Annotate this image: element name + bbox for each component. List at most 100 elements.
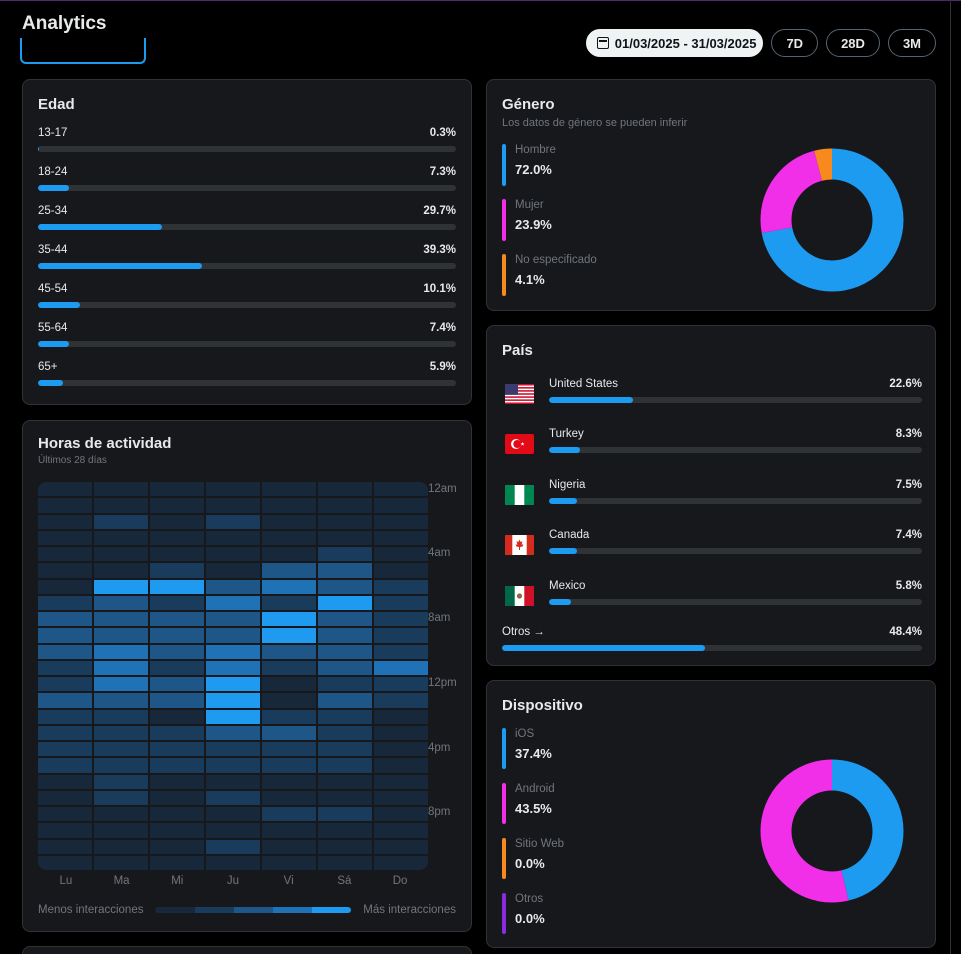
- heatmap-cell[interactable]: [206, 807, 260, 822]
- heatmap-cell[interactable]: [262, 579, 316, 594]
- heatmap-cell[interactable]: [318, 644, 372, 659]
- heatmap-cell[interactable]: [262, 790, 316, 805]
- heatmap-cell[interactable]: [150, 579, 204, 594]
- heatmap-cell[interactable]: [150, 807, 204, 822]
- heatmap-cell[interactable]: [94, 628, 148, 643]
- heatmap-cell[interactable]: [38, 530, 92, 545]
- heatmap-cell[interactable]: [318, 758, 372, 773]
- heatmap-cell[interactable]: [206, 693, 260, 708]
- heatmap-cell[interactable]: [38, 855, 92, 870]
- heatmap-cell[interactable]: [318, 612, 372, 627]
- heatmap-cell[interactable]: [318, 514, 372, 529]
- heatmap-cell[interactable]: [262, 660, 316, 675]
- heatmap-cell[interactable]: [38, 807, 92, 822]
- heatmap-cell[interactable]: [374, 742, 428, 757]
- heatmap-cell[interactable]: [150, 725, 204, 740]
- heatmap-cell[interactable]: [262, 725, 316, 740]
- heatmap-cell[interactable]: [206, 725, 260, 740]
- heatmap-cell[interactable]: [374, 774, 428, 789]
- heatmap-cell[interactable]: [262, 742, 316, 757]
- heatmap-cell[interactable]: [150, 563, 204, 578]
- heatmap-cell[interactable]: [318, 774, 372, 789]
- heatmap-cell[interactable]: [150, 628, 204, 643]
- heatmap-cell[interactable]: [206, 628, 260, 643]
- heatmap-cell[interactable]: [262, 839, 316, 854]
- range-3m-button[interactable]: 3M: [887, 29, 936, 57]
- heatmap-cell[interactable]: [262, 498, 316, 513]
- heatmap-cell[interactable]: [150, 758, 204, 773]
- heatmap-cell[interactable]: [206, 595, 260, 610]
- heatmap-cell[interactable]: [94, 547, 148, 562]
- heatmap-cell[interactable]: [374, 514, 428, 529]
- heatmap-cell[interactable]: [150, 498, 204, 513]
- heatmap-cell[interactable]: [318, 742, 372, 757]
- heatmap-cell[interactable]: [150, 595, 204, 610]
- heatmap-cell[interactable]: [94, 823, 148, 838]
- heatmap-cell[interactable]: [38, 595, 92, 610]
- heatmap-cell[interactable]: [262, 612, 316, 627]
- heatmap-cell[interactable]: [318, 628, 372, 643]
- heatmap-cell[interactable]: [374, 660, 428, 675]
- heatmap-cell[interactable]: [374, 855, 428, 870]
- heatmap-cell[interactable]: [206, 547, 260, 562]
- country-others-link[interactable]: Otros →: [502, 626, 545, 638]
- heatmap-cell[interactable]: [374, 677, 428, 692]
- heatmap-cell[interactable]: [318, 855, 372, 870]
- heatmap-cell[interactable]: [38, 498, 92, 513]
- heatmap-cell[interactable]: [150, 612, 204, 627]
- heatmap-cell[interactable]: [94, 742, 148, 757]
- heatmap-cell[interactable]: [150, 677, 204, 692]
- heatmap-cell[interactable]: [318, 482, 372, 497]
- heatmap-cell[interactable]: [206, 482, 260, 497]
- date-range-picker[interactable]: 01/03/2025 - 31/03/2025: [585, 29, 764, 57]
- heatmap-cell[interactable]: [206, 790, 260, 805]
- heatmap-cell[interactable]: [38, 758, 92, 773]
- heatmap-cell[interactable]: [206, 579, 260, 594]
- heatmap-cell[interactable]: [94, 807, 148, 822]
- scrollbar-track[interactable]: [950, 0, 951, 954]
- heatmap-cell[interactable]: [150, 823, 204, 838]
- heatmap-cell[interactable]: [38, 677, 92, 692]
- heatmap-cell[interactable]: [262, 855, 316, 870]
- heatmap-cell[interactable]: [374, 595, 428, 610]
- heatmap-cell[interactable]: [38, 612, 92, 627]
- heatmap-cell[interactable]: [38, 790, 92, 805]
- heatmap-cell[interactable]: [262, 709, 316, 724]
- heatmap-cell[interactable]: [206, 839, 260, 854]
- heatmap-cell[interactable]: [94, 482, 148, 497]
- heatmap-cell[interactable]: [374, 547, 428, 562]
- heatmap-cell[interactable]: [262, 774, 316, 789]
- range-7d-button[interactable]: 7D: [771, 29, 819, 57]
- heatmap-cell[interactable]: [262, 595, 316, 610]
- country-row[interactable]: Nigeria 7.5%: [502, 479, 922, 513]
- heatmap-cell[interactable]: [318, 709, 372, 724]
- heatmap-cell[interactable]: [94, 644, 148, 659]
- heatmap-cell[interactable]: [94, 839, 148, 854]
- heatmap-cell[interactable]: [38, 742, 92, 757]
- heatmap-cell[interactable]: [94, 709, 148, 724]
- heatmap-cell[interactable]: [206, 612, 260, 627]
- heatmap-cell[interactable]: [318, 660, 372, 675]
- country-row[interactable]: United States 22.6%: [502, 378, 922, 412]
- heatmap-cell[interactable]: [150, 693, 204, 708]
- heatmap-cell[interactable]: [374, 644, 428, 659]
- heatmap-cell[interactable]: [38, 774, 92, 789]
- heatmap-cell[interactable]: [318, 563, 372, 578]
- heatmap-cell[interactable]: [374, 823, 428, 838]
- heatmap-cell[interactable]: [94, 758, 148, 773]
- heatmap-cell[interactable]: [94, 514, 148, 529]
- heatmap-cell[interactable]: [318, 839, 372, 854]
- country-row[interactable]: Canada 7.4%: [502, 529, 922, 563]
- heatmap-cell[interactable]: [374, 628, 428, 643]
- account-dropdown[interactable]: [20, 38, 146, 64]
- heatmap-cell[interactable]: [318, 595, 372, 610]
- heatmap-cell[interactable]: [318, 547, 372, 562]
- heatmap-cell[interactable]: [150, 644, 204, 659]
- heatmap-cell[interactable]: [262, 514, 316, 529]
- gender-slice[interactable]: [760, 148, 904, 292]
- heatmap-cell[interactable]: [150, 742, 204, 757]
- range-28d-button[interactable]: 28D: [826, 29, 880, 57]
- heatmap-cell[interactable]: [150, 774, 204, 789]
- heatmap-cell[interactable]: [374, 612, 428, 627]
- heatmap-cell[interactable]: [38, 839, 92, 854]
